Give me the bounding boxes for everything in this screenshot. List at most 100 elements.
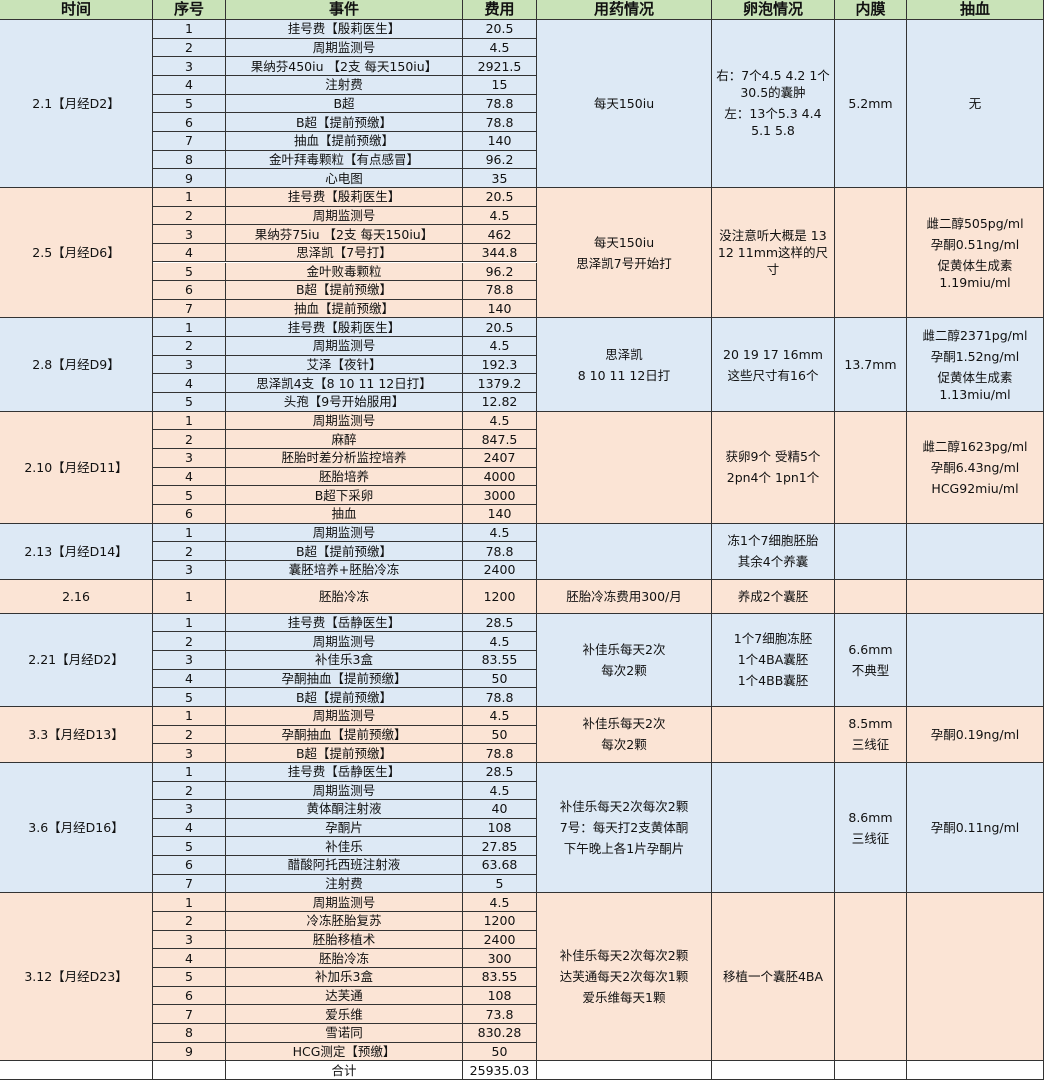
medication-line: 下午晚上各1片孕酮片 [563, 841, 685, 857]
total-blank [907, 1061, 1044, 1080]
event-cell: 周期监测号 [226, 781, 463, 801]
event-cell: B超【提前预缴】 [226, 113, 463, 132]
header-cell: 内膜 [835, 0, 907, 20]
index-cell: 2 [153, 430, 226, 450]
event-cell: 注射费 [226, 874, 463, 894]
cost-cell: 96.2 [463, 150, 537, 170]
cost-cell: 73.8 [463, 1005, 537, 1025]
event-cell: 胚胎培养 [226, 467, 463, 487]
total-cost: 25935.03 [463, 1061, 537, 1080]
cost-cell: 50 [463, 725, 537, 745]
total-blank [835, 1061, 907, 1080]
follicle-line: 1个4BB囊胚 [737, 673, 809, 689]
blood-test-line: 孕酮0.11ng/ml [930, 820, 1020, 836]
cost-cell: 5 [463, 874, 537, 894]
cost-cell: 2407 [463, 449, 537, 468]
medication-cell: 每天150iu 思泽凯7号开始打 [537, 187, 712, 319]
cost-cell: 830.28 [463, 1024, 537, 1043]
blood-test-line: HCG92miu/ml [931, 480, 1019, 496]
cost-cell: 83.55 [463, 650, 537, 670]
medication-line: 思泽凯 [605, 346, 643, 362]
medication-line: 每天150iu [593, 234, 655, 250]
follicle-cell: 冻1个7细胞胚胎 其余4个养囊 [712, 523, 835, 580]
medication-cell: 每天150iu [537, 20, 712, 188]
event-cell: 周期监测号 [226, 893, 463, 913]
cost-cell: 27.85 [463, 837, 537, 857]
event-cell: 挂号费【岳静医生】 [226, 613, 463, 633]
event-cell: 心电图 [226, 169, 463, 188]
follicle-line: 没注意听大概是 13 12 11mm这样的尺寸 [717, 228, 829, 278]
date-cell: 2.13【月经D14】 [0, 523, 153, 580]
index-cell: 3 [153, 225, 226, 244]
event-cell: 胚胎时差分析监控培养 [226, 449, 463, 468]
follicle-line: 1个4BA囊胚 [737, 652, 809, 668]
follicle-cell: 20 19 17 16mm 这些尺寸有16个 [712, 318, 835, 412]
endometrium-line: 5.2mm [848, 95, 893, 111]
cost-cell: 140 [463, 299, 537, 319]
event-cell: 周期监测号 [226, 523, 463, 543]
endometrium-cell [835, 187, 907, 319]
event-cell: 补佳乐 [226, 837, 463, 857]
cost-cell: 4.5 [463, 893, 537, 913]
blood-test-line: 雌二醇505pg/ml [926, 215, 1024, 231]
cost-cell: 4.5 [463, 632, 537, 651]
cost-cell: 2400 [463, 560, 537, 580]
index-cell: 2 [153, 542, 226, 561]
index-cell: 7 [153, 299, 226, 319]
medication-line: 每次2颗 [601, 737, 647, 753]
cost-cell: 4.5 [463, 706, 537, 726]
endometrium-cell [835, 579, 907, 614]
total-label: 合计 [226, 1061, 463, 1080]
medication-cell [537, 523, 712, 580]
total-blank [153, 1061, 226, 1080]
event-cell: 爱乐维 [226, 1005, 463, 1025]
endometrium-line: 三线征 [851, 737, 890, 753]
date-cell: 2.5【月经D6】 [0, 187, 153, 319]
blood-test-line: 雌二醇2371pg/ml [922, 327, 1028, 343]
event-cell: 周期监测号 [226, 632, 463, 651]
event-cell: 胚胎冷冻 [226, 579, 463, 614]
index-cell: 3 [153, 930, 226, 950]
header-cell: 抽血 [907, 0, 1044, 20]
index-cell: 5 [153, 262, 226, 282]
follicle-line: 1个7细胞冻胚 [733, 631, 813, 647]
cost-cell: 108 [463, 818, 537, 838]
index-cell: 3 [153, 57, 226, 76]
index-cell: 1 [153, 706, 226, 726]
cost-cell: 1200 [463, 579, 537, 614]
event-cell: B超下采卵 [226, 486, 463, 505]
event-cell: 抽血【提前预缴】 [226, 299, 463, 319]
event-cell: B超【提前预缴】 [226, 688, 463, 707]
blood-test-cell: 雌二醇2371pg/ml 孕酮1.52ng/ml 促黄体生成素 1.13miu/ml [907, 318, 1044, 412]
cost-cell: 50 [463, 1042, 537, 1062]
event-cell: 补加乐3盒 [226, 968, 463, 987]
index-cell: 3 [153, 744, 226, 763]
header-cell: 用药情况 [537, 0, 712, 20]
cost-cell: 20.5 [463, 20, 537, 39]
event-cell: 艾泽【夜针】 [226, 355, 463, 375]
blood-test-cell: 孕酮0.11ng/ml [907, 762, 1044, 894]
medication-cell: 补佳乐每天2次每次2颗 达芙通每天2次每次1颗 爱乐维每天1颗 [537, 893, 712, 1062]
index-cell: 7 [153, 131, 226, 151]
index-cell: 2 [153, 632, 226, 651]
index-cell: 7 [153, 1005, 226, 1025]
cost-cell: 462 [463, 225, 537, 244]
cost-cell: 78.8 [463, 542, 537, 561]
endometrium-line: 13.7mm [844, 357, 897, 373]
medication-line: 补佳乐每天2次 [582, 641, 666, 657]
blood-test-line: 孕酮0.51ng/ml [930, 236, 1020, 252]
cost-cell: 35 [463, 169, 537, 188]
medication-line: 思泽凯7号开始打 [576, 255, 672, 271]
follicle-line: 右：7个4.5 4.2 1个30.5的囊肿 [716, 68, 830, 101]
follicle-cell [712, 706, 835, 763]
blood-test-cell: 雌二醇505pg/ml 孕酮0.51ng/ml 促黄体生成素 1.19miu/ml [907, 187, 1044, 319]
cost-cell: 15 [463, 75, 537, 95]
event-cell: 胚胎冷冻 [226, 949, 463, 969]
index-cell: 5 [153, 968, 226, 987]
follicle-cell: 养成2个囊胚 [712, 579, 835, 614]
event-cell: 冷冻胚胎复苏 [226, 912, 463, 931]
index-cell: 1 [153, 762, 226, 782]
index-cell: 9 [153, 1042, 226, 1062]
blood-test-cell: 无 [907, 20, 1044, 188]
